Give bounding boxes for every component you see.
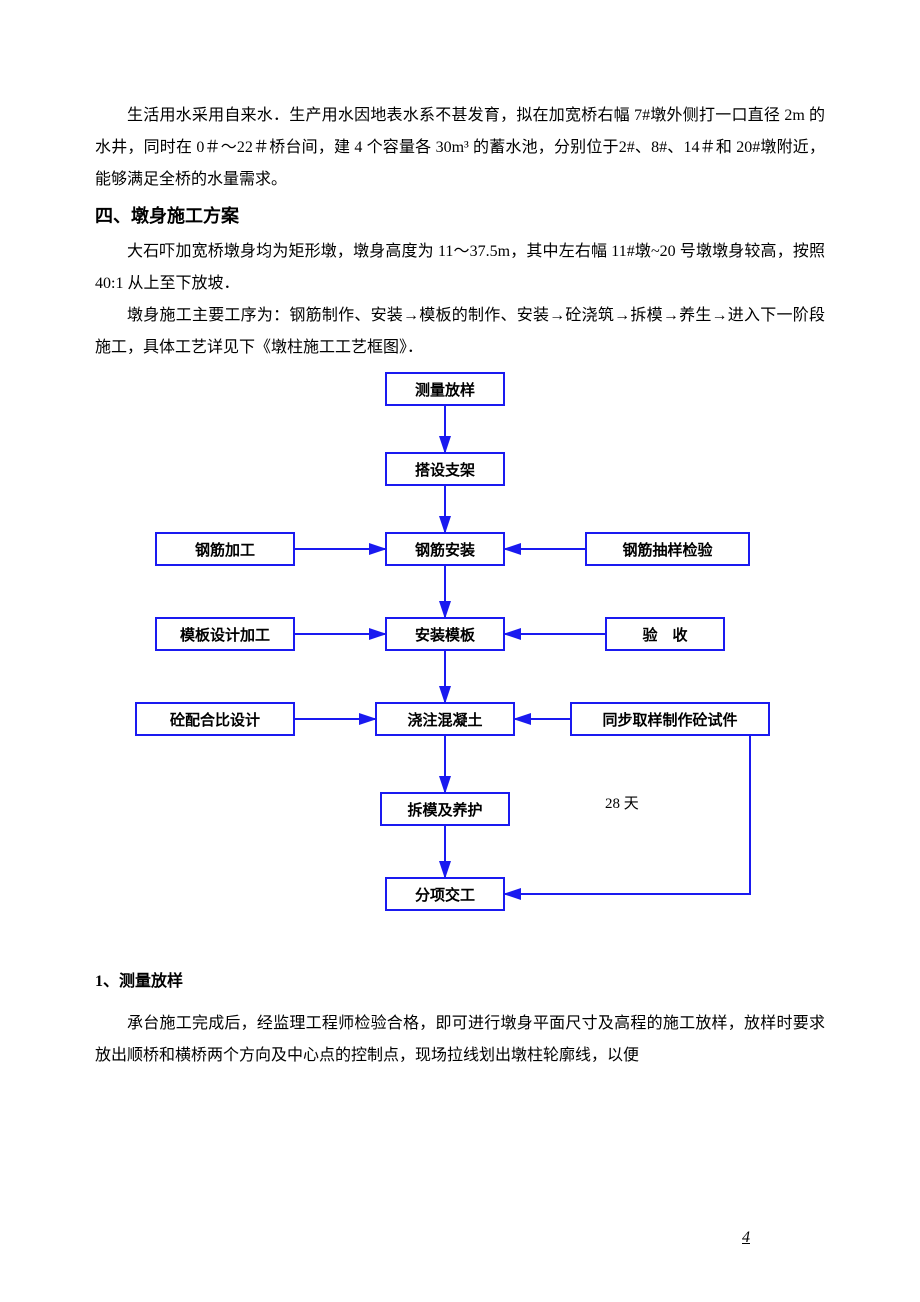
flowchart-node-n5: 钢筋抽样检验 (585, 532, 750, 566)
flowchart-node-n9: 砼配合比设计 (135, 702, 295, 736)
flowchart-node-n1: 测量放样 (385, 372, 505, 406)
paragraph-survey: 承台施工完成后，经监理工程师检验合格，即可进行墩身平面尺寸及高程的施工放样，放样… (95, 1008, 825, 1072)
flowchart-pier-process: 测量放样搭设支架钢筋加工 钢筋安装 钢筋抽样检验模板设计加工 安装模板 验 收砼配合比设… (95, 372, 825, 942)
flowchart-node-n10: 浇注混凝土 (375, 702, 515, 736)
flowchart-node-n12: 拆模及养护 (380, 792, 510, 826)
flowchart-node-n2: 搭设支架 (385, 452, 505, 486)
paragraph-water: 生活用水采用自来水．生产用水因地表水系不甚发育，拟在加宽桥右幅 7#墩外侧打一口… (95, 100, 825, 196)
heading-section-4: 四、墩身施工方案 (95, 198, 825, 234)
flowchart-node-n11: 同步取样制作砼试件 (570, 702, 770, 736)
flowchart-node-n8: 验 收 (605, 617, 725, 651)
page-number: 4 (742, 1229, 750, 1247)
paragraph-process: 墩身施工主要工序为：钢筋制作、安装→模板的制作、安装→砼浇筑→拆模→养生→进入下… (95, 300, 825, 364)
flowchart-node-n7: 安装模板 (385, 617, 505, 651)
flowchart-node-n6: 模板设计加工 (155, 617, 295, 651)
paragraph-pier-desc: 大石吓加宽桥墩身均为矩形墩，墩身高度为 11～37.5m，其中左右幅 11#墩~… (95, 236, 825, 300)
flowchart-annotation-28days: 28 天 (605, 792, 639, 813)
subheading-1: 1、测量放样 (95, 966, 825, 998)
flowchart-node-n3: 钢筋加工 (155, 532, 295, 566)
flowchart-node-n4: 钢筋安装 (385, 532, 505, 566)
flowchart-node-n13: 分项交工 (385, 877, 505, 911)
